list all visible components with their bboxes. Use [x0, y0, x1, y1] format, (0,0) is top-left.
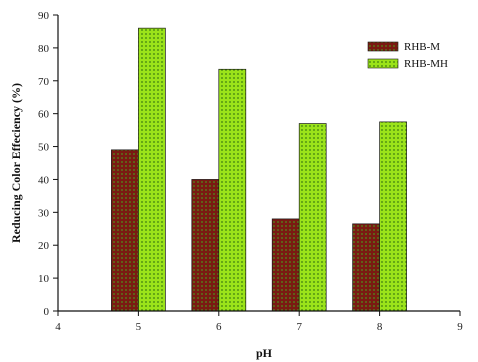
bar-rhb-m-ph-7 — [271, 218, 300, 312]
x-axis-title: pH — [256, 346, 273, 360]
ticks-group: 0 10 20 30 40 50 60 70 80 90 4 5 6 7 8 9 — [38, 10, 463, 333]
bar-rhb-m-ph-6 — [191, 179, 220, 312]
y-tick-label-90: 90 — [38, 10, 50, 22]
y-tick-label-60: 60 — [38, 109, 50, 121]
bar-rhb-mh-ph-6 — [218, 68, 247, 312]
bar-rhb-m-ph-5 — [111, 149, 139, 312]
bars-group — [111, 27, 407, 312]
legend-swatch-rhb-mh — [367, 58, 399, 69]
axes-group — [57, 15, 460, 312]
x-tick-label-5: 5 — [136, 321, 142, 333]
bar-rhb-m-ph-8 — [352, 223, 380, 312]
x-tick-label-7: 7 — [296, 321, 302, 333]
y-tick-label-70: 70 — [38, 76, 50, 88]
y-tick-label-50: 50 — [38, 142, 50, 154]
legend-label-rhb-mh: RHB-MH — [404, 58, 448, 70]
x-tick-label-6: 6 — [216, 321, 222, 333]
bar-rhb-mh-ph-5 — [138, 27, 166, 312]
y-tick-label-30: 30 — [38, 207, 50, 219]
y-tick-label-0: 0 — [44, 306, 50, 318]
legend-label-rhb-m: RHB-M — [404, 41, 440, 53]
y-tick-label-40: 40 — [38, 174, 50, 186]
bar-rhb-mh-ph-7 — [298, 123, 327, 312]
y-axis-title: Reducing Color Effeciency (%) — [9, 83, 23, 243]
legend: RHB-M RHB-MH — [367, 41, 448, 70]
y-tick-label-20: 20 — [38, 240, 50, 252]
legend-swatch-rhb-m — [367, 41, 399, 52]
y-tick-label-10: 10 — [38, 273, 50, 285]
x-tick-label-8: 8 — [377, 321, 383, 333]
x-tick-label-4: 4 — [55, 321, 61, 333]
y-tick-label-80: 80 — [38, 43, 50, 55]
x-tick-label-9: 9 — [457, 321, 463, 333]
bar-rhb-mh-ph-8 — [379, 121, 407, 312]
